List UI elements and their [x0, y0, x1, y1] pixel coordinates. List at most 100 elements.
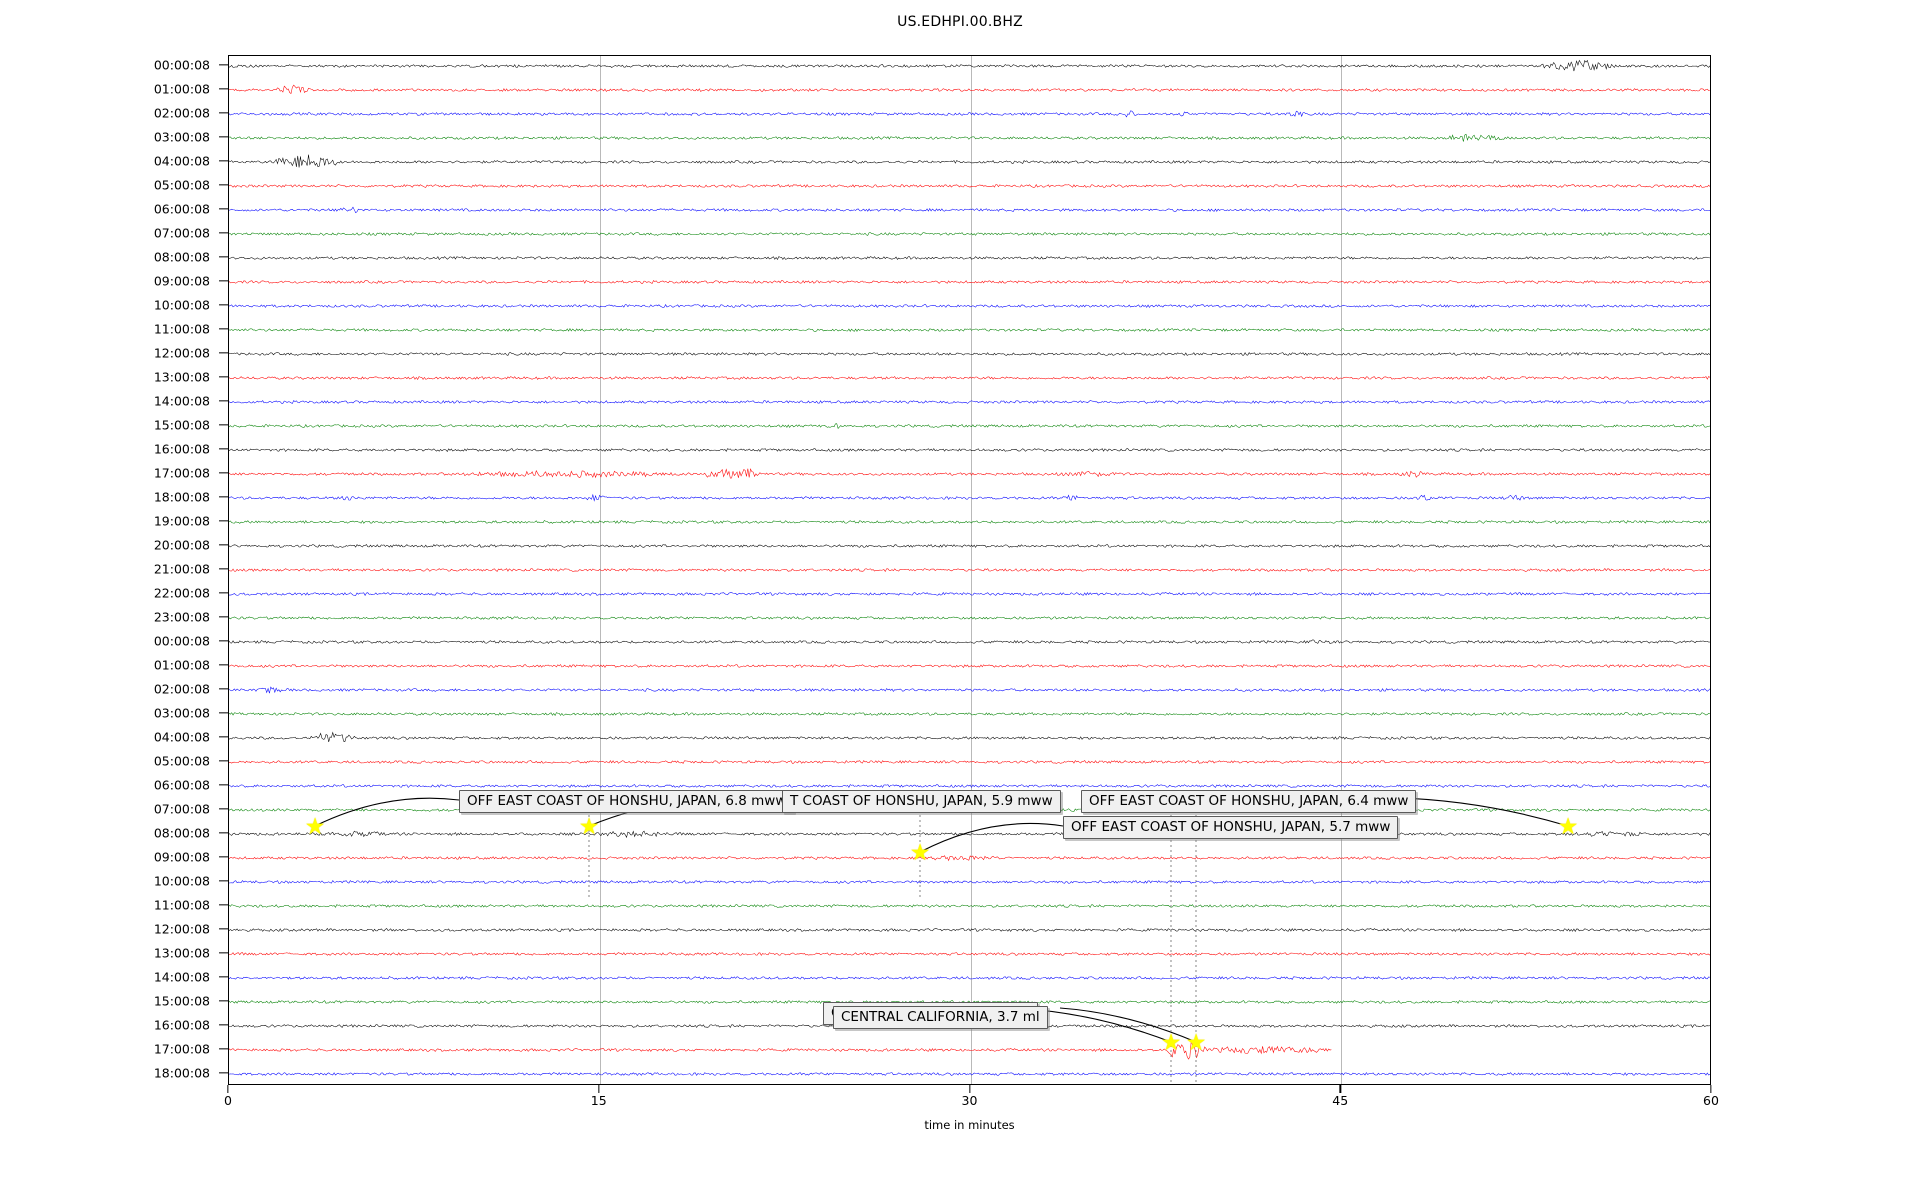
y-axis-tick	[219, 135, 228, 138]
y-axis-tick-label: 21:00:08	[153, 561, 210, 577]
trace-row	[229, 173, 1710, 199]
y-axis-tick	[219, 760, 228, 762]
y-axis-tick	[219, 1000, 228, 1002]
trace-row	[229, 509, 1710, 535]
y-axis-tick	[219, 640, 228, 642]
y-axis-tick	[219, 712, 228, 714]
y-axis-tick-label: 16:00:08	[153, 1017, 210, 1033]
x-axis-tick	[598, 1085, 600, 1093]
y-axis-tick-label: 04:00:08	[153, 729, 210, 745]
trace-row	[229, 701, 1710, 727]
trace-row	[229, 461, 1710, 487]
y-axis-tick	[219, 808, 228, 810]
trace-row	[229, 725, 1710, 751]
trace-row	[229, 1061, 1710, 1085]
y-axis-tick-label: 18:00:08	[153, 1065, 210, 1081]
y-axis-tick-label: 06:00:08	[153, 201, 210, 217]
event-annotation-label[interactable]: CENTRAL CALIFORNIA, 3.7 ml	[833, 1006, 1048, 1030]
y-axis-tick-label: 01:00:08	[153, 657, 210, 673]
y-axis-tick	[219, 496, 228, 498]
y-axis-tick	[219, 832, 228, 834]
y-axis-tick	[219, 327, 228, 330]
x-axis-tick	[968, 1085, 971, 1093]
event-annotation-label[interactable]: OFF EAST COAST OF HONSHU, JAPAN, 5.7 mww	[1063, 816, 1399, 840]
y-axis-tick-label: 23:00:08	[153, 609, 210, 625]
y-axis-tick	[219, 928, 228, 930]
y-axis-tick	[219, 736, 228, 738]
y-axis-tick	[219, 664, 228, 666]
y-axis-tick-label: 20:00:08	[153, 537, 210, 553]
y-axis-tick	[219, 856, 228, 858]
trace-row	[229, 77, 1710, 103]
y-axis-tick-label: 15:00:08	[153, 993, 210, 1009]
y-axis-tick-label: 00:00:08	[153, 633, 210, 649]
y-axis-tick-label: 04:00:08	[153, 153, 210, 169]
trace-row	[229, 533, 1710, 559]
y-axis-tick-label: 14:00:08	[153, 969, 210, 985]
y-axis-labels: 00:00:08 01:00:08 02:00:08 03:00:08 04:00:08…	[0, 55, 228, 1085]
trace-row	[229, 557, 1710, 583]
x-axis-tick	[1339, 1085, 1341, 1093]
event-annotation-label[interactable]: OFF EAST COAST OF HONSHU, JAPAN, 6.4 mww	[1081, 790, 1417, 814]
y-axis-tick-label: 17:00:08	[153, 1041, 210, 1057]
y-axis-tick-label: 12:00:08	[153, 921, 210, 937]
x-axis-labels: 0 15 30 45 60	[224, 1085, 1719, 1125]
x-axis-tick	[227, 1085, 229, 1093]
y-axis-tick-label: 13:00:08	[153, 369, 210, 385]
trace-row	[229, 821, 1710, 847]
trace-row	[229, 197, 1710, 223]
trace-row	[229, 269, 1710, 295]
trace-row	[229, 55, 1710, 79]
y-axis-tick	[219, 111, 228, 114]
trace-row	[229, 437, 1710, 463]
y-axis-tick	[219, 351, 228, 354]
y-axis-tick-label: 03:00:08	[153, 705, 210, 721]
y-axis-tick-label: 22:00:08	[153, 585, 210, 601]
x-axis-tick	[1710, 1085, 1712, 1093]
trace-row	[229, 1037, 1710, 1063]
y-axis-tick	[219, 1072, 228, 1074]
x-axis-tick-label: 60	[1703, 1093, 1719, 1108]
y-axis-tick	[219, 520, 228, 522]
trace-row	[229, 149, 1710, 175]
trace-row	[229, 605, 1710, 631]
trace-row	[229, 581, 1710, 607]
trace-row	[229, 317, 1710, 343]
trace-row	[229, 677, 1710, 703]
y-axis-tick-label: 11:00:08	[153, 897, 210, 913]
x-axis-title: time in minutes	[924, 1118, 1015, 1132]
trace-row	[229, 653, 1710, 679]
trace-row	[229, 413, 1710, 439]
y-axis-tick	[219, 159, 228, 162]
trace-row	[229, 629, 1710, 655]
y-axis-tick	[219, 183, 228, 186]
event-annotation-label[interactable]: T COAST OF HONSHU, JAPAN, 5.9 mww	[782, 790, 1061, 814]
y-axis-tick	[219, 279, 228, 282]
trace-row	[229, 365, 1710, 391]
y-axis-tick-label: 01:00:08	[153, 81, 210, 96]
y-axis-tick	[219, 952, 228, 954]
trace-row	[229, 293, 1710, 319]
trace-row	[229, 221, 1710, 247]
trace-row	[229, 845, 1710, 871]
y-axis-tick	[219, 1024, 228, 1026]
event-annotation-label[interactable]: OFF EAST COAST OF HONSHU, JAPAN, 6.8 mww	[459, 790, 795, 814]
y-axis-tick	[219, 424, 228, 426]
trace-row	[229, 245, 1710, 271]
y-axis-tick-label: 00:00:08	[153, 57, 210, 72]
y-axis-tick-label: 02:00:08	[153, 105, 210, 121]
y-axis-tick	[219, 400, 228, 402]
y-axis-tick	[219, 592, 228, 594]
x-axis-tick-label: 45	[1332, 1093, 1349, 1108]
y-axis-tick	[219, 63, 228, 66]
y-axis-tick	[219, 544, 228, 546]
y-axis-tick	[219, 688, 228, 690]
trace-row	[229, 485, 1710, 511]
trace-row	[229, 965, 1710, 991]
plot-area	[228, 55, 1711, 1085]
y-axis-tick-label: 11:00:08	[153, 321, 210, 337]
trace-row	[229, 989, 1710, 1015]
x-axis-tick-label: 15	[590, 1093, 607, 1108]
y-axis-tick	[219, 784, 228, 786]
